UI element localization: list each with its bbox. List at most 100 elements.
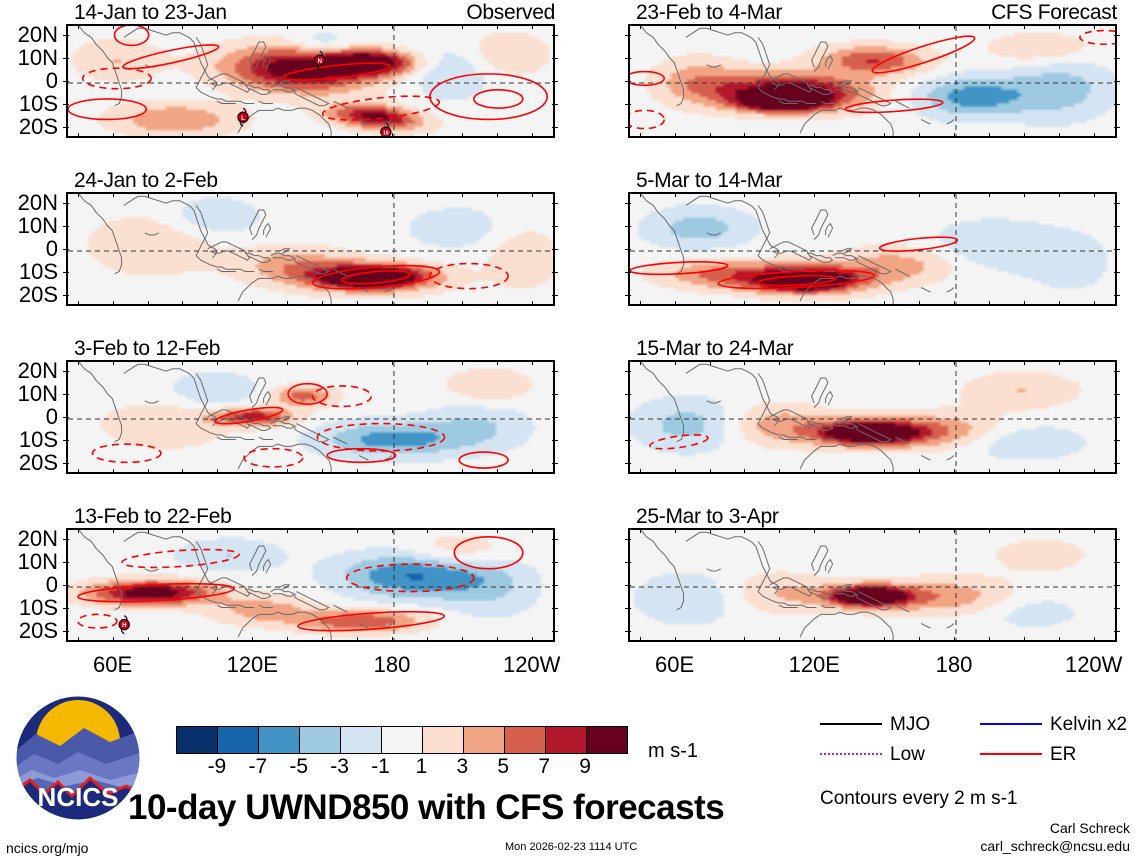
colorbar-tick-label: 5 [497,755,510,778]
colorbar-tick-label: 7 [538,755,551,778]
colorbar[interactable] [176,726,628,754]
er-contours [311,262,509,290]
colorbar-swatch [258,727,299,753]
x-axis-tick-label: 60E [92,652,133,677]
colorbar-tick-label: 1 [415,755,428,778]
main-title: 10-day UWND850 with CFS forecasts [128,788,725,827]
y-axis-tick-label: 10N [17,381,58,407]
ncics-logo-text: NCICS [38,782,119,812]
map-overlay [630,362,1115,472]
y-axis-tick-label: 10N [17,213,58,239]
panel-title: 3-Feb to 12-Feb [74,337,221,360]
map-panel [628,528,1117,642]
x-axis-tick-label: 180 [373,652,411,677]
colorbar-tick-label: 3 [456,755,469,778]
y-axis-tick-label: 20S [18,617,58,643]
storm-marker-label: N [318,59,322,65]
colorbar-tick-label: -3 [330,755,349,778]
tropical-cyclone-marker: N [314,50,326,70]
x-axis-tick-label: 120W [502,652,561,677]
map-panel: N L 18 [66,24,555,138]
y-axis-tick-label: 20S [18,281,58,307]
y-axis-tick-label: 20S [18,113,58,139]
map-overlay [630,194,1115,304]
map-overlay [68,362,553,472]
map-panel: H [66,528,555,642]
shaded-field [630,530,1115,640]
panel-title: 24-Jan to 2-Feb [74,169,218,192]
colorbar-swatch [586,727,627,753]
y-axis-tick-label: 10S [18,258,58,284]
colorbar-tick-label: -5 [289,755,309,778]
panel-title: 5-Mar to 14-Mar [636,169,783,192]
map-overlay [68,194,553,304]
legend-swatch-low [820,753,882,755]
y-axis-tick-label: 10S [18,426,58,452]
y-axis-tick-label: 0 [45,404,58,429]
x-axis-tick-label: 120E [788,652,840,677]
y-axis-tick-label: 10S [18,90,58,116]
y-axis-tick-label: 20S [18,449,58,475]
shaded-field [68,194,553,304]
coastlines [78,362,393,472]
y-axis-tick-label: 20N [17,358,58,384]
colorbar-swatch [545,727,586,753]
colorbar-swatch [299,727,340,753]
coastlines [78,194,393,304]
panel-title: 15-Mar to 24-Mar [636,337,794,360]
y-axis-tick-label: 10N [17,45,58,71]
contour-interval-note: Contours every 2 m s-1 [820,788,1018,809]
coastlines [78,26,393,136]
column-header-left: Observed [466,1,555,24]
er-contours [630,29,1115,130]
panel-title: 14-Jan to 23-Jan [74,1,227,24]
shaded-field [630,26,1115,136]
coastlines [640,26,955,136]
colorbar-swatch [463,727,504,753]
panel-title: 13-Feb to 22-Feb [74,505,232,528]
tropical-cyclone-marker: L [237,107,249,127]
map-panel [628,24,1117,138]
colorbar-tick-label: -1 [371,755,390,778]
y-axis-tick-label: 20N [17,22,58,48]
tropical-cyclone-marker: 18 [380,122,392,136]
author-name: Carl Schreck [1049,820,1130,836]
colorbar-tick-label: -7 [248,755,268,778]
y-axis-tick-label: 0 [45,68,58,93]
colorbar-swatch [217,727,258,753]
map-overlay: H [68,530,553,640]
legend-label: Kelvin x2 [1050,714,1128,735]
y-axis-tick-label: 20N [17,526,58,552]
column-header-right: CFS Forecast [991,1,1117,24]
panel-title: 23-Feb to 4-Mar [636,1,783,24]
er-contours [630,236,959,290]
colorbar-units-label: m s-1 [648,740,698,762]
x-axis-tick-label: 120W [1064,652,1123,677]
map-panel [628,360,1117,474]
map-overlay [630,530,1115,640]
ncics-logo: NCICS [14,694,142,822]
y-axis-tick-label: 0 [45,572,58,597]
y-axis-tick-label: 20N [17,190,58,216]
map-overlay: N L 18 [68,26,553,136]
colorbar-tick-label: 9 [579,755,591,778]
footer-url: ncics.org/mjo [6,840,89,856]
shaded-field [68,26,553,136]
legend-label: MJO [890,714,931,735]
er-contours [76,536,524,632]
er-contours [649,434,709,450]
coastlines [640,530,955,640]
x-axis-tick-label: 60E [654,652,695,677]
x-axis-tick-label: 180 [935,652,973,677]
legend-swatch-er [980,753,1042,755]
author-email: carl_schreck@ncsu.edu [980,838,1130,854]
legend-swatch-mjo [820,723,882,725]
y-axis-tick-label: 0 [45,236,58,261]
er-contours [68,26,549,121]
storm-marker-label: L [241,116,245,122]
colorbar-swatch [422,727,463,753]
colorbar-swatch [340,727,381,753]
legend-label: Low [890,744,925,765]
coastlines [640,194,955,304]
legend-swatch-kelvin-x2 [980,723,1042,725]
